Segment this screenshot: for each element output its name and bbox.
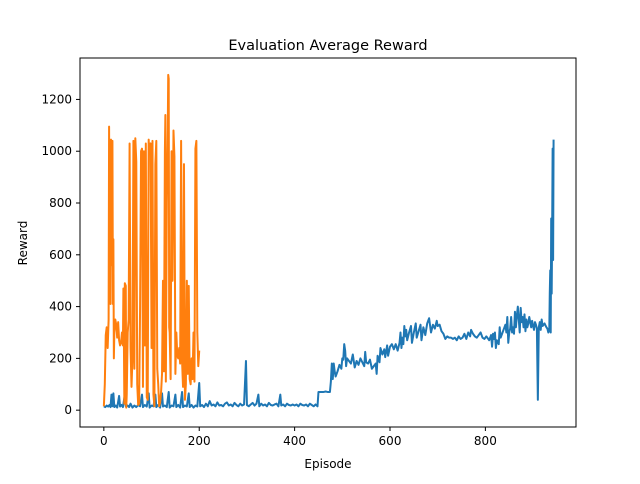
series-line-1 — [103, 139, 555, 409]
series-layer — [102, 73, 555, 409]
y-tick-label: 800 — [49, 196, 72, 210]
x-tick-label: 400 — [283, 434, 306, 448]
x-tick-label: 600 — [379, 434, 402, 448]
chart-title: Evaluation Average Reward — [228, 38, 427, 54]
y-axis: 0 200 400 600 800 1000 1200 — [41, 92, 80, 417]
plot-frame — [79, 57, 577, 428]
x-tick-label: 200 — [188, 434, 211, 448]
y-tick-label: 600 — [49, 248, 72, 262]
x-tick-label: 800 — [474, 434, 497, 448]
y-tick-label: 1200 — [41, 92, 72, 106]
y-tick-label: 400 — [49, 300, 72, 314]
y-tick-label: 200 — [49, 351, 72, 365]
y-tick-label: 0 — [64, 403, 72, 417]
y-tick-label: 1000 — [41, 144, 72, 158]
series-line-2 — [102, 73, 201, 409]
x-axis-label: Episode — [304, 457, 351, 471]
x-tick-label: 0 — [100, 434, 108, 448]
x-axis: 0 200 400 600 800 — [100, 427, 497, 448]
y-axis-label: Reward — [16, 221, 30, 266]
